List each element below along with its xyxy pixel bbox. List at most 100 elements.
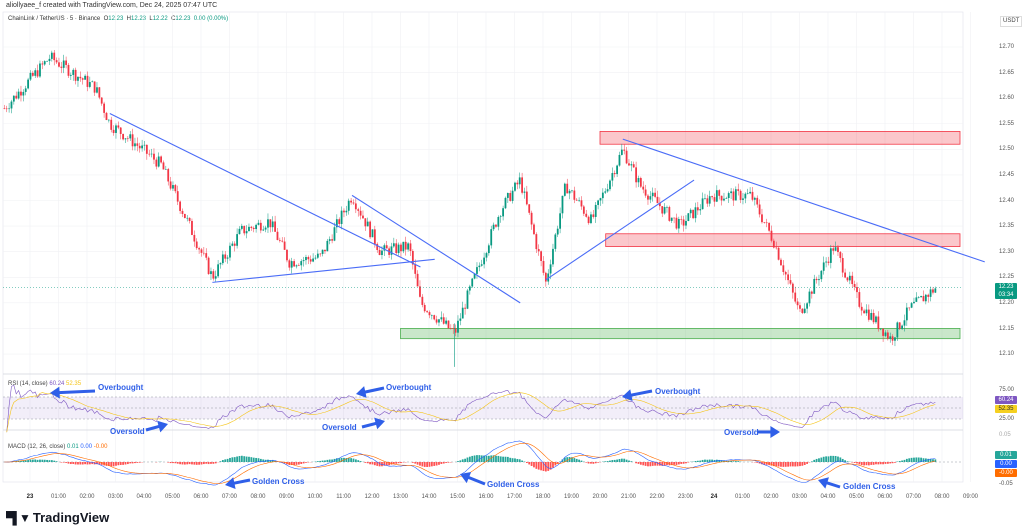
candle-up bbox=[865, 309, 868, 314]
candle-up bbox=[186, 217, 189, 219]
candle-up bbox=[649, 196, 652, 200]
candle-up bbox=[749, 191, 751, 194]
candle-down bbox=[41, 63, 44, 65]
macd-histogram-bar bbox=[385, 462, 388, 466]
candle-down bbox=[932, 289, 934, 293]
candle-up bbox=[875, 316, 877, 323]
symbol-name[interactable]: ChainLink / TetherUS · 5 · Binance bbox=[8, 16, 101, 22]
price-tick: 12.30 bbox=[999, 248, 1015, 255]
currency-button[interactable]: USDT bbox=[1000, 16, 1023, 27]
candle-up bbox=[321, 249, 324, 254]
trendline bbox=[109, 113, 421, 268]
macd-histogram-bar bbox=[856, 462, 858, 464]
macd-histogram-bar bbox=[397, 462, 400, 464]
macd-histogram-bar bbox=[573, 458, 576, 462]
macd-signal-badge: -0.00 bbox=[995, 469, 1017, 477]
candle-down bbox=[799, 305, 801, 309]
candle-down bbox=[464, 307, 466, 309]
candle-up bbox=[312, 258, 314, 262]
candle-up bbox=[96, 87, 98, 93]
candle-down bbox=[428, 312, 431, 316]
macd-histogram-bar bbox=[326, 459, 329, 462]
candle-down bbox=[183, 213, 186, 219]
price-tick: 12.70 bbox=[999, 44, 1015, 50]
candle-up bbox=[889, 336, 892, 339]
macd-histogram-bar bbox=[623, 458, 626, 462]
candle-down bbox=[696, 207, 699, 211]
candle-up bbox=[568, 190, 571, 194]
candle-down bbox=[668, 207, 671, 221]
candle-up bbox=[397, 244, 400, 254]
macd-histogram-bar bbox=[41, 459, 44, 462]
candle-down bbox=[756, 197, 759, 205]
candle-up bbox=[601, 192, 604, 199]
candle-down bbox=[815, 278, 818, 281]
candle-down bbox=[573, 190, 576, 200]
time-tick: 05:00 bbox=[164, 494, 181, 500]
macd-histogram-bar bbox=[711, 459, 713, 462]
tradingview-logo[interactable]: ▀▌▼ TradingView bbox=[6, 510, 109, 525]
macd-histogram-bar bbox=[580, 460, 583, 462]
macd-histogram-bar bbox=[563, 457, 566, 462]
time-tick: 05:00 bbox=[848, 494, 865, 500]
candle-up bbox=[913, 301, 915, 304]
candle-up bbox=[214, 276, 217, 279]
macd-histogram-bar bbox=[20, 460, 22, 462]
macd-histogram-bar bbox=[663, 462, 666, 466]
candle-up bbox=[504, 197, 507, 209]
candle-down bbox=[846, 277, 849, 281]
candle-down bbox=[632, 164, 635, 168]
candle-up bbox=[10, 101, 13, 109]
macd-histogram-bar bbox=[110, 462, 113, 467]
candle-up bbox=[590, 214, 592, 224]
candle-down bbox=[495, 224, 497, 227]
macd-histogram-bar bbox=[240, 455, 243, 462]
candle-down bbox=[860, 306, 863, 311]
macd-histogram-bar bbox=[221, 460, 224, 462]
macd-histogram-bar bbox=[796, 462, 799, 467]
candle-down bbox=[613, 173, 616, 175]
macd-histogram-bar bbox=[898, 461, 901, 462]
candle-down bbox=[419, 286, 421, 297]
macd-histogram-bar bbox=[654, 462, 656, 466]
macd-histogram-bar bbox=[293, 462, 295, 466]
open-value: 12.23 bbox=[108, 16, 124, 22]
macd-histogram-bar bbox=[628, 460, 630, 462]
candle-up bbox=[48, 58, 51, 62]
candle-up bbox=[129, 134, 132, 139]
candle-up bbox=[172, 185, 174, 189]
macd-histogram-bar bbox=[79, 462, 82, 465]
candle-up bbox=[115, 125, 117, 133]
macd-histogram-bar bbox=[134, 462, 136, 464]
macd-histogram-bar bbox=[661, 462, 664, 466]
macd-histogram-bar bbox=[131, 462, 134, 464]
macd-histogram-bar bbox=[271, 460, 274, 462]
macd-histogram-bar bbox=[820, 457, 823, 462]
candle-up bbox=[392, 243, 395, 247]
macd-histogram-bar bbox=[202, 462, 205, 465]
macd-histogram-bar bbox=[191, 462, 193, 465]
candle-down bbox=[654, 192, 656, 197]
candle-up bbox=[829, 248, 832, 263]
annotation-oversold: Oversold bbox=[110, 427, 145, 436]
time-tick: 23:00 bbox=[677, 494, 694, 500]
candle-up bbox=[39, 63, 41, 77]
candle-down bbox=[202, 252, 205, 254]
candle-up bbox=[221, 254, 224, 264]
candle-down bbox=[644, 189, 647, 196]
macd-histogram-bar bbox=[378, 462, 381, 467]
macd-histogram-bar bbox=[24, 460, 27, 462]
macd-histogram-bar bbox=[62, 462, 65, 463]
candle-up bbox=[663, 207, 666, 214]
macd-histogram-bar bbox=[169, 462, 172, 464]
macd-histogram-bar bbox=[430, 462, 433, 467]
macd-histogram-bar bbox=[533, 462, 535, 468]
candle-up bbox=[637, 178, 640, 183]
macd-histogram-bar bbox=[696, 460, 699, 462]
macd-histogram-bar bbox=[694, 461, 697, 462]
candle-up bbox=[141, 145, 143, 149]
candle-down bbox=[540, 251, 542, 261]
candle-down bbox=[198, 248, 200, 250]
macd-histogram-bar bbox=[72, 462, 75, 464]
